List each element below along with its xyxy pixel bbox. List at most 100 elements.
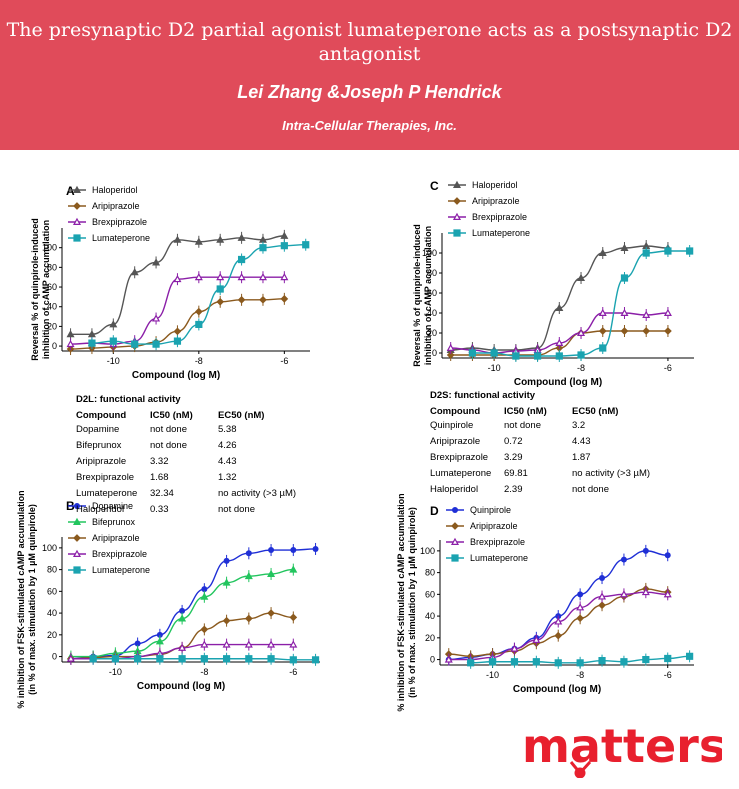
data-point — [178, 655, 186, 663]
data-point — [686, 652, 694, 660]
series-lumateperone: Lumateperone — [446, 553, 694, 669]
activity-table: Compound IC50 (nM) EC50 (nM) Quinpirole not … — [430, 404, 692, 500]
legend-marker — [72, 517, 82, 525]
table-row: Aripiprazole 0.72 4.43 — [430, 436, 692, 452]
y-axis-label-line: % inhibition of FSK-stimulated cAMP accu… — [16, 490, 26, 708]
data-point — [446, 343, 455, 351]
table-title: D2S: functional activity — [430, 390, 536, 401]
y-tick-label: 0 — [52, 652, 57, 662]
data-point — [488, 658, 497, 666]
legend-label: Lumateperone — [472, 228, 530, 238]
y-tick-label: 40 — [427, 308, 437, 318]
y-axis-label: Reversal % of quinpirole-inducedinhibiti… — [30, 218, 51, 361]
y-axis-label-line: Reversal % of quinpirole-induced — [30, 218, 40, 361]
data-point — [237, 233, 246, 241]
table-cell: 3.32 — [150, 456, 169, 467]
data-point — [533, 352, 542, 360]
data-point — [302, 241, 310, 249]
data-point — [576, 659, 584, 667]
data-point — [532, 658, 540, 666]
chart-panel-a: A 0 20 40 60 80 100 -10 -8 -6 Compound (log M) Reve… — [30, 184, 310, 381]
column-header: EC50 (nM) — [572, 405, 619, 417]
table-cell: Lumateperone — [430, 468, 492, 479]
table-cell: Haloperidol — [76, 504, 125, 515]
table-cell: 4.43 — [572, 436, 591, 447]
data-point — [200, 640, 209, 648]
data-point — [268, 547, 275, 554]
y-tick-label: 100 — [422, 248, 437, 258]
legend-marker — [73, 534, 81, 542]
data-point — [620, 308, 629, 316]
data-point — [554, 617, 563, 625]
data-point — [598, 248, 607, 256]
data-point — [642, 249, 650, 257]
column-header: EC50 (nM) — [218, 409, 265, 421]
x-tick-label: -6 — [664, 670, 672, 680]
table-cell: not done — [504, 420, 541, 431]
data-point — [642, 547, 649, 554]
data-point — [259, 295, 267, 304]
table-cell: Aripiprazole — [430, 436, 481, 447]
x-axis-label: Compound (log M) — [514, 377, 602, 388]
table-cell: Aripiprazole — [76, 456, 127, 467]
data-point — [152, 258, 161, 266]
data-point — [195, 320, 203, 329]
data-point — [577, 591, 584, 598]
data-point — [201, 586, 208, 593]
data-point — [510, 658, 519, 666]
matters-logo: matters — [522, 719, 722, 778]
table-row: Brexpiprazole 1.68 1.32 — [76, 472, 338, 488]
y-tick-label: 0 — [430, 655, 435, 665]
table-cell: Dopamine — [76, 424, 120, 435]
legend-marker — [73, 566, 81, 574]
y-tick-label: 100 — [42, 243, 57, 253]
legend-marker — [73, 234, 81, 242]
table-cell: 4.43 — [218, 456, 237, 467]
series-line — [448, 550, 668, 661]
series-haloperidol: Haloperidol — [66, 185, 289, 341]
data-point — [599, 344, 607, 352]
legend-label: Dopamine — [92, 501, 133, 511]
y-tick-label: 60 — [425, 589, 435, 599]
table-row: Bifeprunox not done 4.26 — [76, 440, 338, 456]
data-point — [194, 237, 203, 245]
d2l-activity-table: D2L: functional activity Compound IC50 (nM… — [76, 394, 338, 520]
y-tick-label: 80 — [47, 262, 57, 272]
data-point — [178, 614, 187, 622]
x-tick-label: -6 — [280, 356, 288, 366]
data-point — [620, 274, 629, 282]
legend-marker — [452, 212, 462, 220]
data-point — [216, 272, 225, 281]
data-point — [152, 340, 160, 348]
data-point — [88, 339, 96, 347]
table-cell: 1.68 — [150, 472, 169, 483]
data-point — [663, 308, 672, 316]
x-tick-label: -6 — [289, 667, 297, 677]
y-tick-label: 20 — [425, 633, 435, 643]
data-point — [642, 655, 650, 664]
series-bifeprunox: Bifeprunox — [66, 517, 298, 663]
data-point — [156, 631, 163, 638]
data-point — [111, 655, 119, 663]
x-tick-label: -6 — [664, 363, 672, 373]
chart-panel-c: C 0 20 40 60 80 100 -10 -8 -6 Compound (log M) Reve… — [412, 179, 694, 388]
data-point — [66, 330, 75, 338]
table-cell: 2.39 — [504, 484, 523, 495]
x-tick-label: -10 — [486, 670, 499, 680]
legend-marker — [450, 537, 460, 545]
panel-label: C — [430, 179, 439, 193]
matters-logo-text: matters — [522, 719, 722, 773]
x-tick-label: -10 — [488, 363, 501, 373]
data-point — [642, 327, 651, 335]
data-point — [598, 657, 606, 665]
table-cell: not done — [150, 424, 187, 435]
panel-label: D — [430, 504, 439, 518]
table-cell: Lumateperone — [76, 488, 138, 499]
data-point — [577, 273, 586, 281]
legend-label: Brexpiprazole — [92, 217, 147, 227]
y-tick-label: 0 — [432, 348, 437, 358]
data-point — [576, 603, 585, 611]
series-lumateperone: Lumateperone — [68, 233, 310, 351]
legend-label: Brexpiprazole — [92, 549, 147, 559]
x-axis-label: Compound (log M) — [137, 681, 225, 692]
